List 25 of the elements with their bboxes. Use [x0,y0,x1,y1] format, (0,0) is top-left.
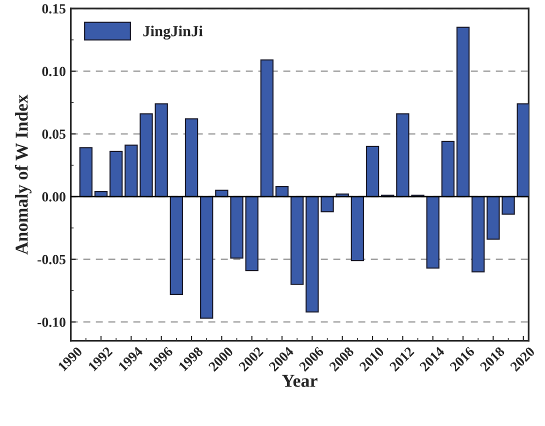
bar [110,150,123,198]
bar [184,118,198,198]
x-axis-title: Year [282,374,318,387]
bar [245,196,258,272]
bar [426,196,440,269]
y-tick-label: 0.00 [42,192,66,202]
y-tick-label: 0.15 [42,4,66,14]
y-tick-label: -0.10 [38,318,66,328]
bar [230,196,244,259]
y-axis-title: Anomaly of W Index [14,94,32,255]
y-tick-label: 0.10 [42,66,66,76]
bar [472,196,485,272]
bar [456,26,470,198]
legend-label: JingJinJi [143,26,203,40]
bar [290,196,304,285]
bar [154,103,168,198]
bar [260,59,274,198]
y-tick-label: 0.05 [42,129,66,139]
bar [441,140,455,198]
y-tick-label: -0.05 [38,254,66,264]
bar [350,196,364,262]
bar [79,147,93,198]
bar [170,196,184,295]
bar [200,196,214,319]
bar [366,146,380,198]
